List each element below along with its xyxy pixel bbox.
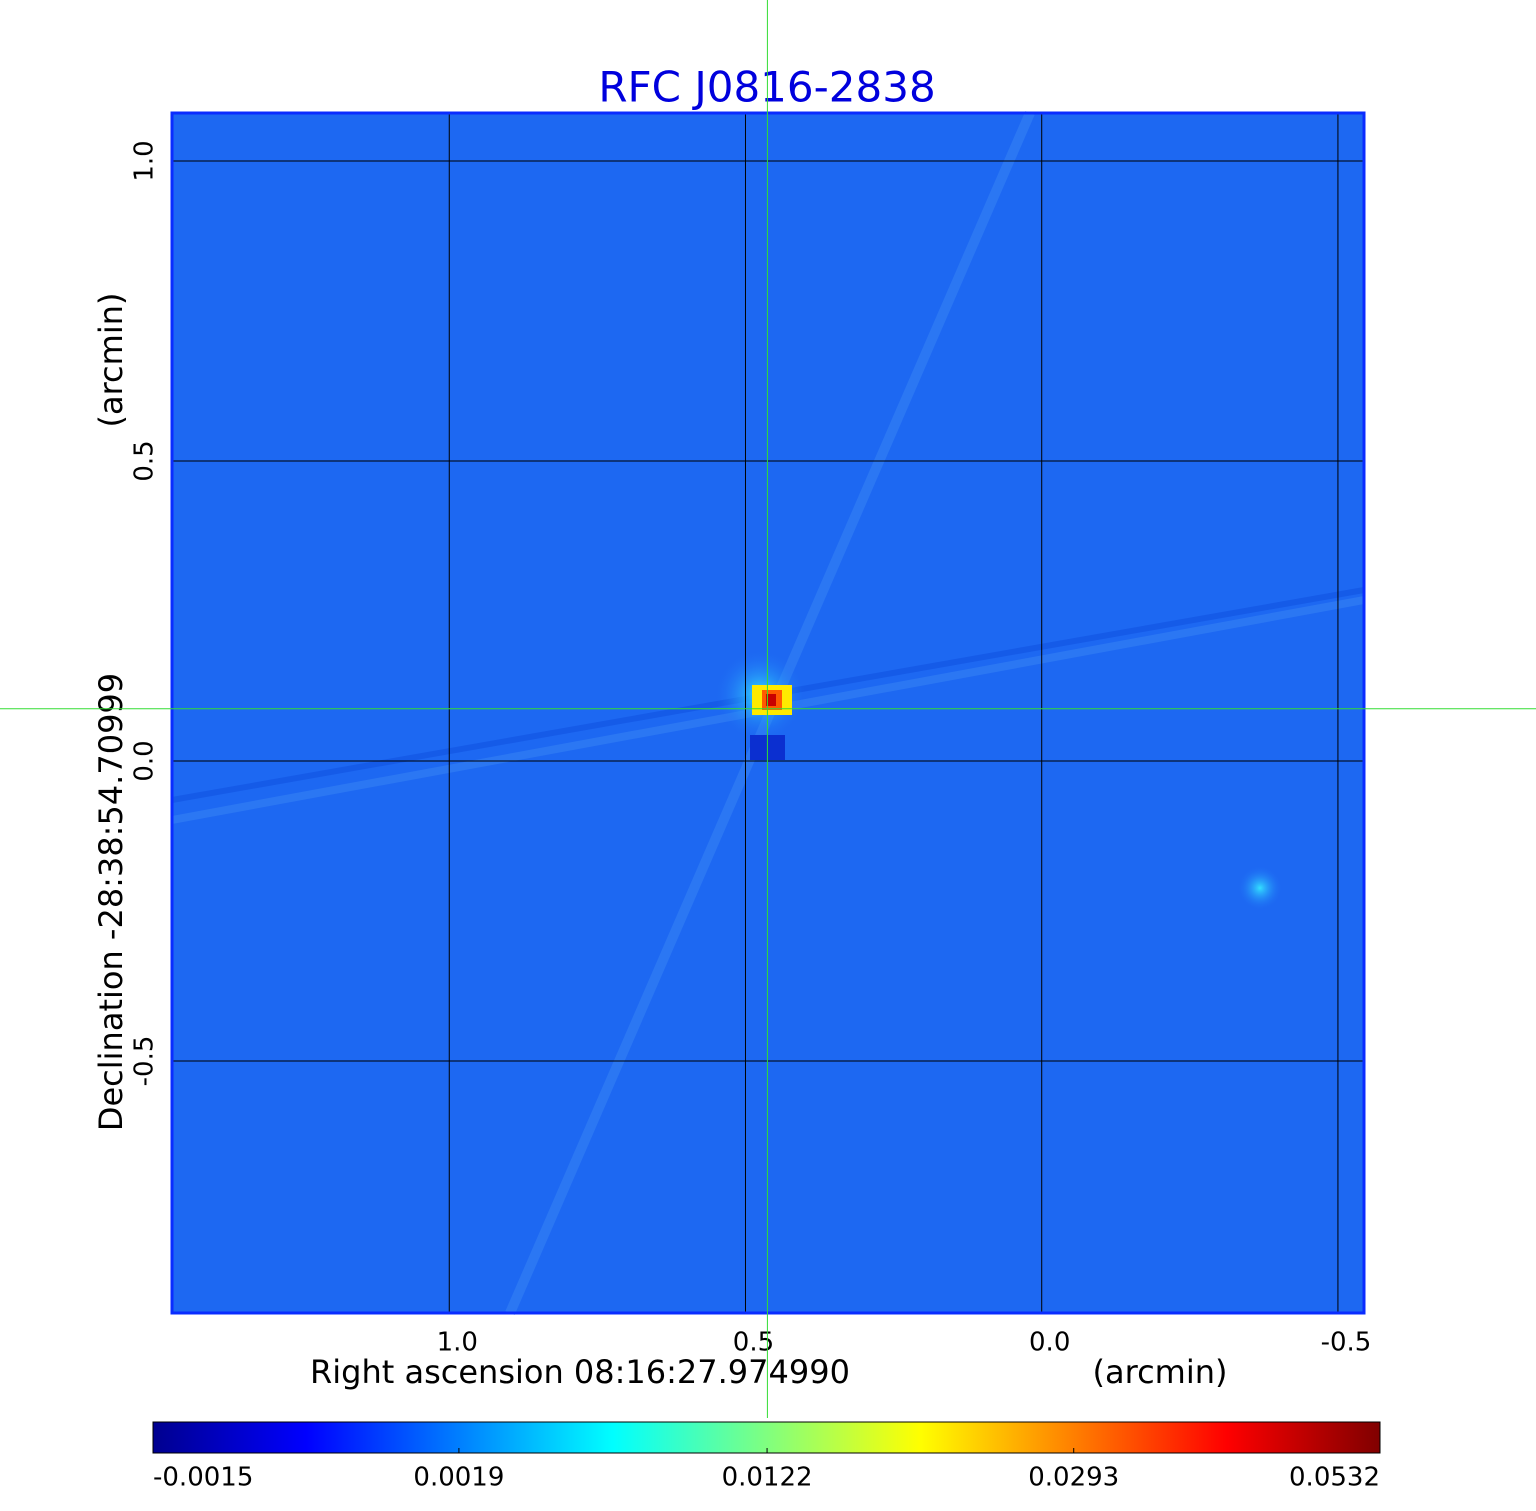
- x-tick-label: 1.0: [437, 1328, 478, 1358]
- y-axis-label: Declination -28:38:54.70999: [92, 673, 130, 1131]
- image: [171, 111, 1365, 1315]
- y-tick-label: -0.5: [130, 1036, 160, 1087]
- y-axis-unit: (arcmin): [92, 293, 130, 428]
- y-tick-label: 0.0: [130, 740, 160, 781]
- colorbar-tick-label: -0.0015: [153, 1463, 253, 1493]
- colorbar-tick-label: 0.0532: [1289, 1463, 1380, 1493]
- plot-frame: [170, 111, 1366, 1315]
- colorbar: [152, 1421, 1381, 1454]
- x-tick-label: 0.0: [1029, 1328, 1070, 1358]
- x-axis-unit: (arcmin): [1093, 1353, 1228, 1391]
- y-tick-label: 0.5: [130, 440, 160, 481]
- x-tick-label: -0.5: [1321, 1328, 1372, 1358]
- colorbar-tick-label: 0.0019: [413, 1463, 504, 1493]
- colorbar-tick-label: 0.0293: [1028, 1463, 1119, 1493]
- colorbar-tick-label: 0.0122: [722, 1463, 813, 1493]
- grid: [172, 113, 1364, 1313]
- y-tick-label: 1.0: [130, 140, 160, 181]
- x-tick-label: 0.5: [733, 1328, 774, 1358]
- x-axis-label: Right ascension 08:16:27.974990: [310, 1353, 850, 1391]
